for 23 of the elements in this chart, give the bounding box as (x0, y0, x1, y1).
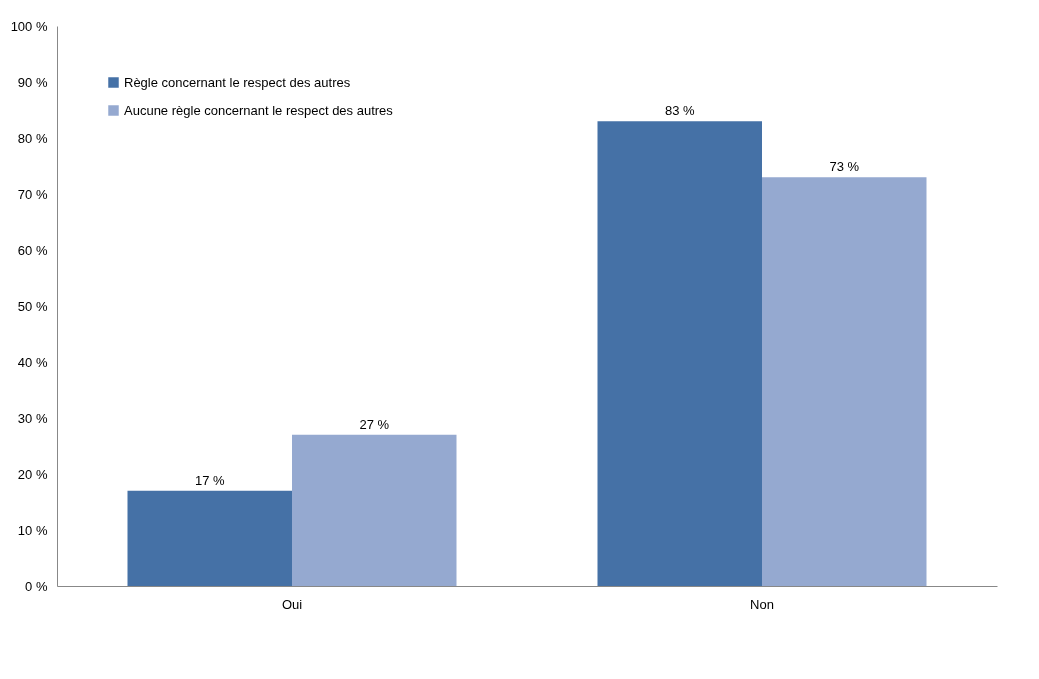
bar (762, 177, 927, 586)
bar (597, 121, 762, 586)
bar (127, 490, 292, 586)
data-label: 27 % (359, 416, 390, 432)
y-tick-label: 20 % (17, 466, 48, 482)
data-label: 83 % (664, 103, 695, 119)
x-tick-label: Oui (281, 596, 303, 612)
y-tick-label: 0 % (25, 578, 48, 594)
legend-label: Règle concernant le respect des autres (124, 74, 351, 90)
legend-label: Aucune règle concernant le respect des autres (124, 102, 394, 118)
y-tick-label: 90 % (17, 74, 48, 90)
data-label: 73 % (829, 159, 860, 175)
y-tick-label: 100 % (10, 18, 48, 34)
bar (292, 434, 457, 586)
y-tick-label: 40 % (17, 354, 48, 370)
y-tick-label: 80 % (17, 130, 48, 146)
data-label: 17 % (194, 472, 225, 488)
y-tick-label: 10 % (17, 522, 48, 538)
y-tick-label: 50 % (17, 298, 48, 314)
y-tick-label: 30 % (17, 410, 48, 426)
y-tick-label: 70 % (17, 186, 48, 202)
x-tick-label: Non (750, 596, 774, 612)
y-tick-label: 60 % (17, 242, 48, 258)
